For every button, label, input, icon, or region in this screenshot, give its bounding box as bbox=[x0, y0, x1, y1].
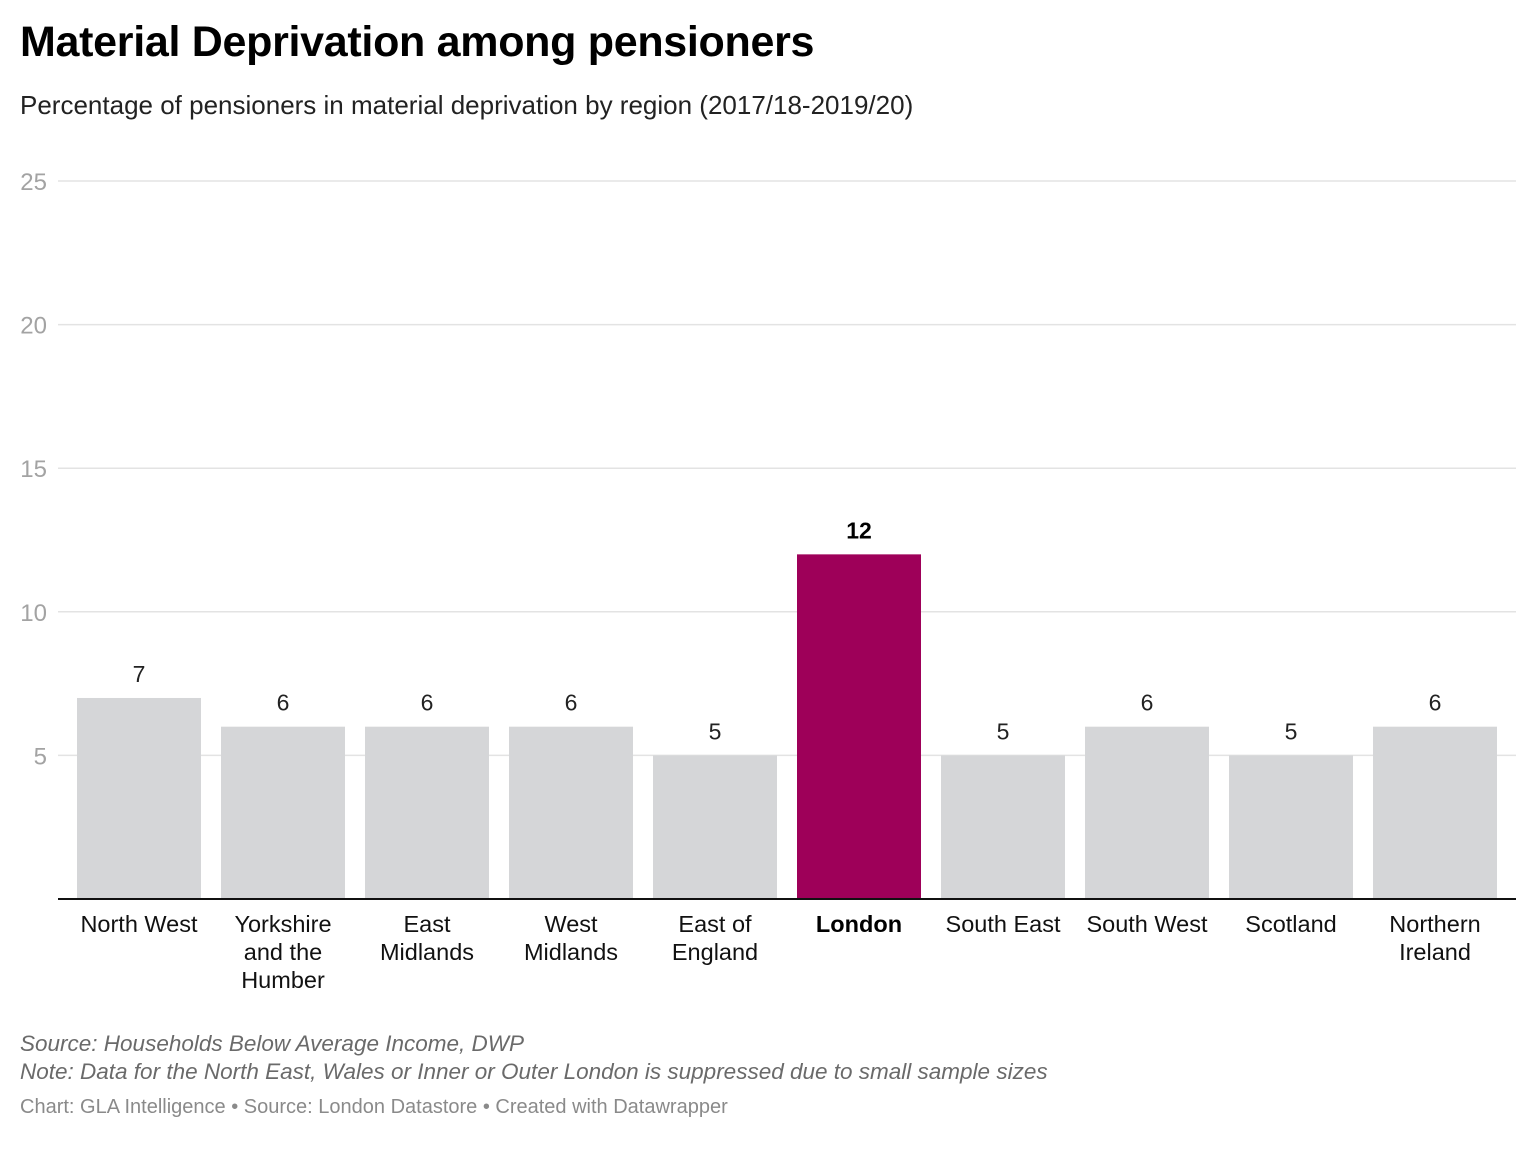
value-label-3: 6 bbox=[565, 690, 578, 716]
bar-1 bbox=[221, 726, 345, 899]
value-label-7: 6 bbox=[1141, 690, 1154, 716]
bar-4 bbox=[653, 755, 777, 899]
category-label-3: West Midlands bbox=[524, 911, 618, 965]
category-label-line: Midlands bbox=[380, 939, 474, 965]
chart-subtitle: Percentage of pensioners in material dep… bbox=[20, 90, 914, 120]
bar-7 bbox=[1085, 726, 1209, 899]
category-label-line: Ireland bbox=[1399, 939, 1471, 965]
value-label-0: 7 bbox=[133, 661, 146, 687]
category-label-1: Yorkshire and the Humber bbox=[234, 911, 331, 993]
value-label-5: 12 bbox=[846, 517, 872, 543]
category-label-line: Midlands bbox=[524, 939, 618, 965]
bar-9 bbox=[1373, 726, 1497, 899]
bar-0 bbox=[77, 697, 201, 899]
bar-5 bbox=[797, 554, 921, 899]
value-label-4: 5 bbox=[709, 718, 722, 744]
bar-3 bbox=[509, 726, 633, 899]
category-label-4: East of England bbox=[672, 911, 758, 965]
category-label-6: South East bbox=[946, 911, 1061, 937]
value-label-8: 5 bbox=[1285, 718, 1298, 744]
value-label-6: 5 bbox=[997, 718, 1010, 744]
category-label-line: West bbox=[544, 911, 598, 937]
y-tick-label-5: 5 bbox=[34, 743, 47, 770]
category-label-line: East of bbox=[678, 911, 752, 937]
y-tick-label-20: 20 bbox=[20, 313, 47, 340]
category-label-line: South West bbox=[1086, 911, 1208, 937]
y-tick-label-10: 10 bbox=[20, 600, 47, 627]
y-tick-label-25: 25 bbox=[20, 169, 47, 196]
chart-title: Material Deprivation among pensioners bbox=[20, 18, 815, 66]
value-label-1: 6 bbox=[277, 690, 290, 716]
category-label-line: London bbox=[816, 911, 902, 937]
value-label-2: 6 bbox=[421, 690, 434, 716]
category-label-8: Scotland bbox=[1245, 911, 1336, 937]
category-label-line: Scotland bbox=[1245, 911, 1336, 937]
y-tick-label-15: 15 bbox=[20, 456, 47, 483]
category-label-line: Humber bbox=[241, 967, 325, 993]
category-label-line: Yorkshire bbox=[234, 911, 331, 937]
category-label-line: and the bbox=[244, 939, 322, 965]
category-label-line: North West bbox=[80, 911, 198, 937]
chart-credits: Chart: GLA Intelligence • Source: London… bbox=[20, 1096, 728, 1118]
category-label-line: Northern bbox=[1389, 911, 1480, 937]
category-label-5: London bbox=[816, 911, 902, 937]
bar-6 bbox=[941, 755, 1065, 899]
source-note: Source: Households Below Average Income,… bbox=[20, 1031, 524, 1056]
category-label-0: North West bbox=[80, 911, 198, 937]
bar-8 bbox=[1229, 755, 1353, 899]
sample-size-note: Note: Data for the North East, Wales or … bbox=[20, 1059, 1048, 1084]
bar-2 bbox=[365, 726, 489, 899]
category-label-2: East Midlands bbox=[380, 911, 474, 965]
category-label-9: Northern Ireland bbox=[1389, 911, 1480, 965]
category-label-line: South East bbox=[946, 911, 1061, 937]
category-label-7: South West bbox=[1086, 911, 1208, 937]
value-label-9: 6 bbox=[1429, 690, 1442, 716]
chart-footnotes: Source: Households Below Average Income,… bbox=[20, 1030, 1048, 1086]
category-label-line: England bbox=[672, 939, 758, 965]
category-label-line: East bbox=[403, 911, 450, 937]
